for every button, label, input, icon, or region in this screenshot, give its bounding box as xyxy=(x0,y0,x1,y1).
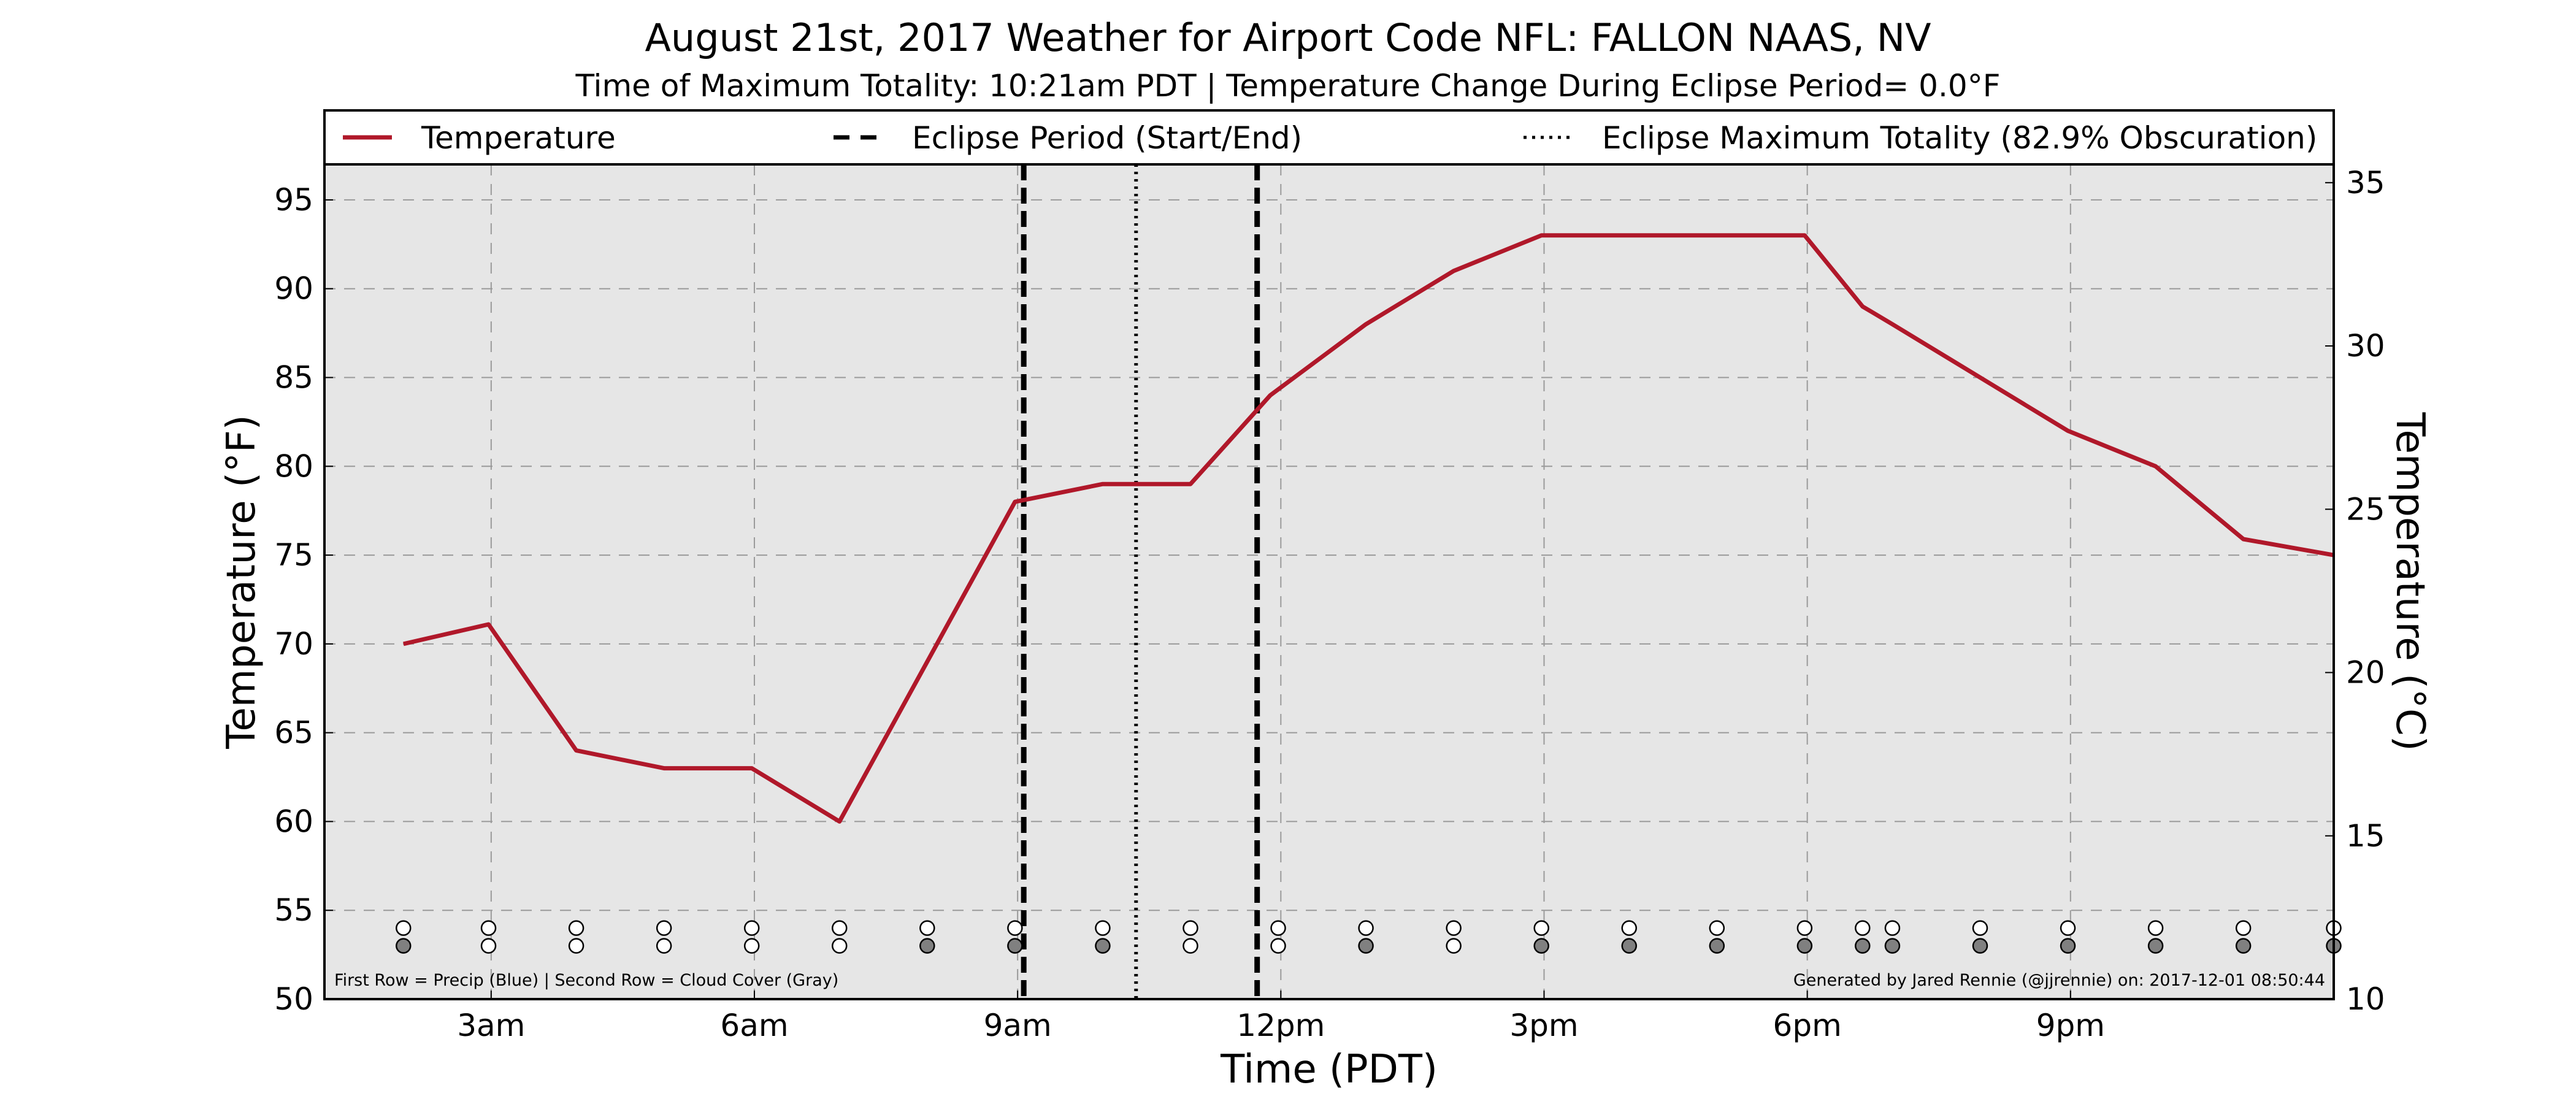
legend-box xyxy=(323,109,2335,166)
cloud-cover-marker xyxy=(1621,938,1638,954)
cloud-cover-marker xyxy=(1183,938,1198,954)
precip-marker xyxy=(1358,920,1374,936)
y-tick-label-left: 75 xyxy=(274,537,313,573)
y-tick-label-left: 60 xyxy=(274,803,313,839)
grid-lines xyxy=(324,164,2334,999)
legend-entry-label: Eclipse Maximum Totality (82.9% Obscurat… xyxy=(1602,120,2317,156)
precip-marker xyxy=(568,920,585,936)
cloud-cover-marker xyxy=(396,938,412,954)
legend-entry-label: Eclipse Period (Start/End) xyxy=(912,120,1302,156)
cloud-cover-marker xyxy=(2060,938,2076,954)
row-key-note: First Row = Precip (Blue) | Second Row =… xyxy=(334,971,838,990)
cloud-cover-marker xyxy=(1095,938,1111,954)
y-tick-label-left: 70 xyxy=(274,626,313,662)
precip-marker xyxy=(1446,920,1462,936)
x-tick-label: 6am xyxy=(720,1008,788,1043)
cloud-cover-marker xyxy=(568,938,585,954)
precip-marker xyxy=(1533,920,1549,936)
y-tick-label-right: 10 xyxy=(2346,981,2385,1017)
cloud-cover-marker xyxy=(1855,938,1871,954)
precip-marker xyxy=(1972,920,1988,936)
legend-entry-label: Temperature xyxy=(421,120,616,156)
x-tick-label: 9pm xyxy=(2036,1008,2105,1043)
y-tick-label-left: 55 xyxy=(274,892,313,928)
precip-marker xyxy=(831,920,848,936)
y-tick-label-right: 35 xyxy=(2346,165,2385,201)
cloud-cover-marker xyxy=(2147,938,2164,954)
precip-marker xyxy=(2147,920,2164,936)
cloud-cover-marker xyxy=(1972,938,1988,954)
temperature-series-line xyxy=(403,233,2334,824)
y-axis-title-right: Temperature (°C) xyxy=(2387,412,2432,751)
generated-by-note: Generated by Jared Rennie (@jjrennie) on… xyxy=(1793,971,2325,990)
y-tick-label-right: 30 xyxy=(2346,328,2385,364)
cloud-cover-marker xyxy=(831,938,848,954)
precip-marker xyxy=(396,920,412,936)
precip-marker xyxy=(1884,920,1901,936)
precip-marker xyxy=(1270,920,1286,936)
chart-subtitle: Time of Maximum Totality: 10:21am PDT | … xyxy=(575,68,2001,104)
precip-marker xyxy=(743,920,760,936)
cloud-cover-marker xyxy=(1796,938,1813,954)
y-axis-title-left: Temperature (°F) xyxy=(219,415,264,749)
precip-marker xyxy=(1007,920,1023,936)
cloud-cover-marker xyxy=(1007,938,1023,954)
y-tick-label-left: 80 xyxy=(274,448,313,484)
precip-marker xyxy=(1183,920,1198,936)
y-tick-label-right: 15 xyxy=(2346,818,2385,854)
cloud-cover-marker xyxy=(1358,938,1374,954)
x-axis-title: Time (PDT) xyxy=(1220,1047,1438,1092)
precip-marker xyxy=(1709,920,1725,936)
x-tick-label: 3pm xyxy=(1509,1008,1578,1043)
chart-title: August 21st, 2017 Weather for Airport Co… xyxy=(645,15,1931,60)
precip-marker xyxy=(1855,920,1871,936)
x-tick-label: 12pm xyxy=(1236,1008,1325,1043)
cloud-cover-marker xyxy=(2235,938,2252,954)
precip-marker xyxy=(2060,920,2076,936)
precip-marker xyxy=(919,920,935,936)
cloud-cover-marker xyxy=(1270,938,1286,954)
cloud-cover-marker xyxy=(1446,938,1462,954)
y-tick-label-right: 20 xyxy=(2346,655,2385,691)
x-tick-label: 6pm xyxy=(1773,1008,1842,1043)
y-tick-label-left: 90 xyxy=(274,271,313,307)
x-tick-label: 3am xyxy=(457,1008,525,1043)
precip-marker xyxy=(1621,920,1638,936)
precip-marker xyxy=(480,920,497,936)
precip-marker xyxy=(1095,920,1111,936)
precip-marker xyxy=(2235,920,2252,936)
precip-marker xyxy=(656,920,672,936)
cloud-cover-marker xyxy=(1533,938,1549,954)
cloud-cover-marker xyxy=(480,938,497,954)
legend: Temperature Eclipse Period (Start/End) Ecl… xyxy=(323,109,2335,166)
y-tick-label-left: 85 xyxy=(274,359,313,395)
y-tick-label-left: 50 xyxy=(274,981,313,1017)
precip-marker xyxy=(1796,920,1813,936)
plot-background xyxy=(324,164,2334,999)
y-tick-label-right: 25 xyxy=(2346,491,2385,527)
cloud-cover-marker xyxy=(919,938,935,954)
weather-markers xyxy=(396,920,2342,954)
series-lines xyxy=(403,233,2334,824)
cloud-cover-marker xyxy=(743,938,760,954)
x-tick-label: 9am xyxy=(984,1008,1052,1043)
y-tick-label-left: 95 xyxy=(274,182,313,218)
cloud-cover-marker xyxy=(1709,938,1725,954)
axis-ticks: 3am 6am 9am 12pm 3pm 6pm 9pm 50 55 60 65 70 75 80 85 90… xyxy=(274,165,2385,1043)
cloud-cover-marker xyxy=(656,938,672,954)
cloud-cover-marker xyxy=(1884,938,1901,954)
y-tick-label-left: 65 xyxy=(274,715,313,751)
